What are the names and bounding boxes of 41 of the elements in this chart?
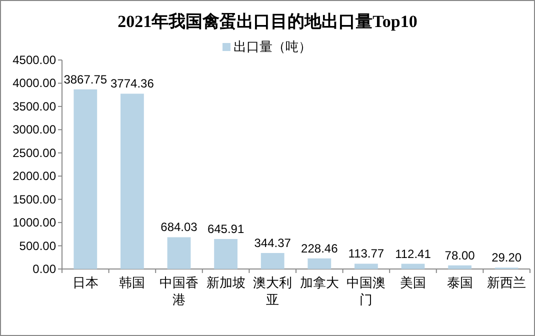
y-tick-label: 4500.00: [12, 53, 56, 67]
data-label: 228.46: [301, 241, 338, 256]
y-tick-label: 2000.00: [12, 169, 56, 184]
data-label: 29.20: [492, 250, 522, 265]
data-label: 112.41: [395, 246, 432, 261]
bar: [74, 89, 98, 269]
x-tick-label: 泰国: [446, 275, 473, 290]
x-tick-label: 日本: [72, 275, 98, 290]
data-label: 113.77: [348, 246, 384, 261]
x-tick-label: 韩国: [119, 275, 146, 290]
y-tick-label: 3000.00: [12, 122, 56, 137]
y-tick-label: 1000.00: [12, 216, 56, 230]
y-tick-label: 3500.00: [12, 99, 56, 114]
y-tick-label: 4000.00: [12, 76, 56, 90]
bar: [354, 264, 378, 269]
bar: [167, 237, 191, 269]
bar: [448, 265, 472, 269]
x-tick-label: 中国澳门: [346, 275, 386, 307]
x-tick-label: 澳大利亚: [253, 275, 292, 307]
data-label: 684.03: [160, 220, 198, 234]
bar: [120, 94, 144, 269]
x-tick-label: 加拿大: [300, 275, 339, 290]
y-tick-label: 0.00: [32, 262, 56, 276]
bar: [214, 239, 238, 269]
x-tick-label: 美国: [400, 275, 426, 290]
legend-label: 出口量（吨）: [234, 39, 312, 54]
x-tick-label: 中国香港: [160, 275, 198, 307]
y-tick-label: 2500.00: [12, 146, 56, 160]
bar: [260, 253, 284, 269]
x-tick-label: 新西兰: [487, 275, 526, 290]
data-label: 3774.36: [110, 76, 154, 91]
data-label: 344.37: [254, 236, 292, 250]
bar: [308, 258, 332, 269]
y-tick-label: 500.00: [19, 238, 56, 253]
data-label: 3867.75: [64, 72, 108, 86]
data-label: 645.91: [207, 222, 244, 236]
chart-title: 2021年我国禽蛋出口目的地出口量Top10: [118, 12, 418, 31]
bar: [401, 264, 425, 269]
x-tick-label: 新加坡: [206, 275, 246, 290]
data-label: 78.00: [444, 248, 476, 262]
y-tick-label: 1500.00: [12, 192, 56, 206]
